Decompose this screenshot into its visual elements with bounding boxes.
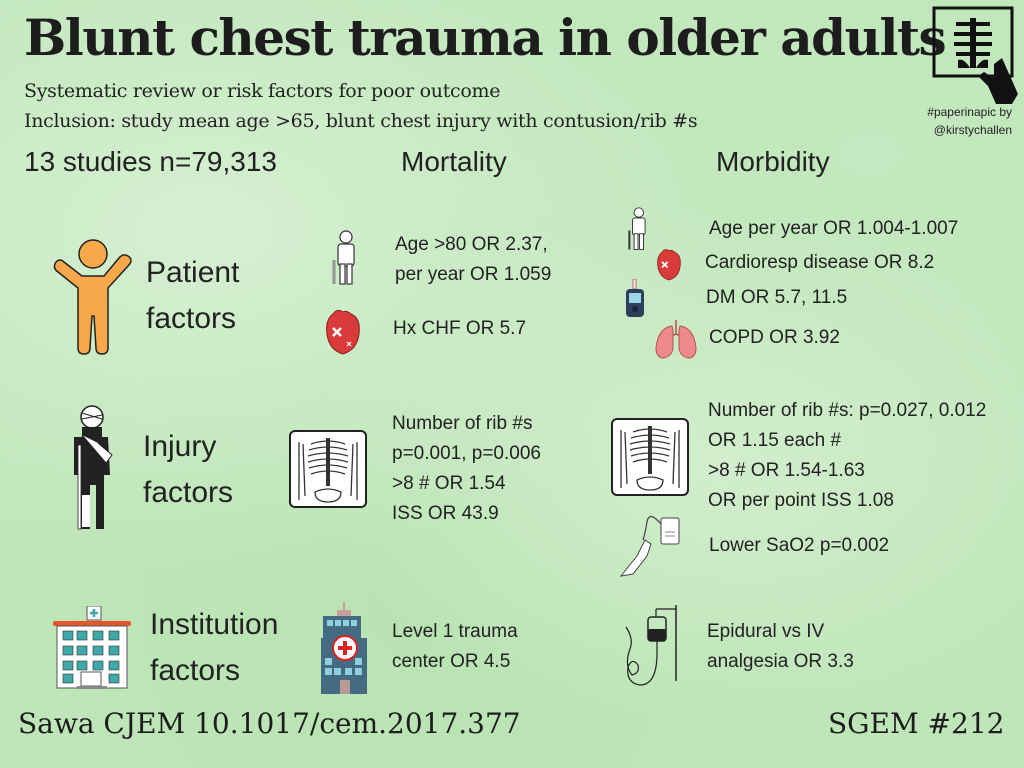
credit-author: @kirstychallen (933, 123, 1012, 137)
injury-mortality-line3: >8 # OR 1.54 (392, 473, 506, 494)
elderly-person-icon-morbidity (626, 207, 650, 256)
heart-icon (323, 306, 363, 361)
institution-mortality-line2: center OR 4.5 (392, 651, 511, 672)
mortality-age-line1: Age >80 OR 2.37, (395, 234, 548, 255)
institution-factors-label: Institution factors (150, 602, 278, 694)
study-count: 13 studies n=79,313 (24, 146, 277, 177)
chest-xray-icon-morbidity (611, 418, 689, 501)
mortality-heading: Mortality (401, 146, 507, 177)
child-arms-up-icon (50, 236, 136, 361)
injury-mortality-line2: p=0.001, p=0.006 (392, 443, 541, 464)
mortality-age-line2: per year OR 1.059 (395, 264, 552, 285)
morbidity-dm-text: DM OR 5.7, 11.5 (706, 287, 848, 308)
trauma-center-icon (321, 602, 369, 699)
pulse-oximeter-icon (619, 510, 685, 585)
citation: Sawa CJEM 10.1017/cem.2017.377 (18, 707, 521, 740)
patient-label-line2: factors (146, 302, 237, 335)
morbidity-cardioresp-text: Cardioresp disease OR 8.2 (705, 252, 935, 273)
institution-morbidity-line1: Epidural vs IV (707, 621, 825, 642)
injury-label-line2: factors (143, 476, 234, 509)
injury-morbidity-line1: Number of rib #s: p=0.027, 0.012 (708, 400, 987, 421)
heart-icon-morbidity (655, 246, 683, 287)
sgem-episode: SGEM #212 (828, 707, 1005, 740)
mortality-age-text: Age >80 OR 2.37, per year OR 1.059 (395, 230, 551, 290)
injury-morbidity-text: Number of rib #s: p=0.027, 0.012 OR 1.15… (708, 396, 986, 516)
institution-mortality-text: Level 1 trauma center OR 4.5 (392, 617, 518, 677)
injury-label-line1: Injury (143, 430, 217, 463)
iv-bag-icon (620, 605, 680, 694)
credit-paperinapic: #paperinapic by (927, 105, 1012, 119)
subtitle-inclusion: Inclusion: study mean age >65, blunt che… (24, 110, 698, 132)
elderly-person-icon (330, 230, 360, 291)
morbidity-copd-text: COPD OR 3.92 (709, 327, 840, 348)
injury-mortality-text: Number of rib #s p=0.001, p=0.006 >8 # O… (392, 409, 541, 529)
injury-factors-label: Injury factors (143, 424, 233, 516)
morbidity-heading: Morbidity (716, 146, 830, 177)
injury-morbidity-line3: >8 # OR 1.54-1.63 (708, 460, 865, 481)
institution-morbidity-text: Epidural vs IV analgesia OR 3.3 (707, 617, 854, 677)
hospital-building-icon (53, 605, 133, 695)
patient-factors-label: Patient factors (146, 250, 239, 342)
lungs-icon (654, 318, 698, 365)
morbidity-sao2-text: Lower SaO2 p=0.002 (709, 535, 890, 556)
page-title: Blunt chest trauma in older adults (24, 8, 947, 67)
injured-person-icon (68, 405, 116, 536)
injury-mortality-line4: ISS OR 43.9 (392, 503, 499, 524)
morbidity-age-text: Age per year OR 1.004-1.007 (709, 218, 959, 239)
injury-morbidity-line4: OR per point ISS 1.08 (708, 490, 894, 511)
patient-label-line1: Patient (146, 256, 240, 289)
institution-morbidity-line2: analgesia OR 3.3 (707, 651, 854, 672)
institution-label-line1: Institution (150, 608, 279, 641)
injury-mortality-line1: Number of rib #s (392, 413, 533, 434)
institution-label-line2: factors (150, 654, 241, 687)
institution-mortality-line1: Level 1 trauma (392, 621, 518, 642)
injury-morbidity-line2: OR 1.15 each # (708, 430, 842, 451)
subtitle-review: Systematic review or risk factors for po… (24, 80, 501, 102)
glucometer-icon (625, 278, 645, 324)
chest-xray-icon (289, 430, 367, 513)
xray-hand-icon (932, 6, 1020, 106)
mortality-chf-text: Hx CHF OR 5.7 (393, 318, 527, 339)
